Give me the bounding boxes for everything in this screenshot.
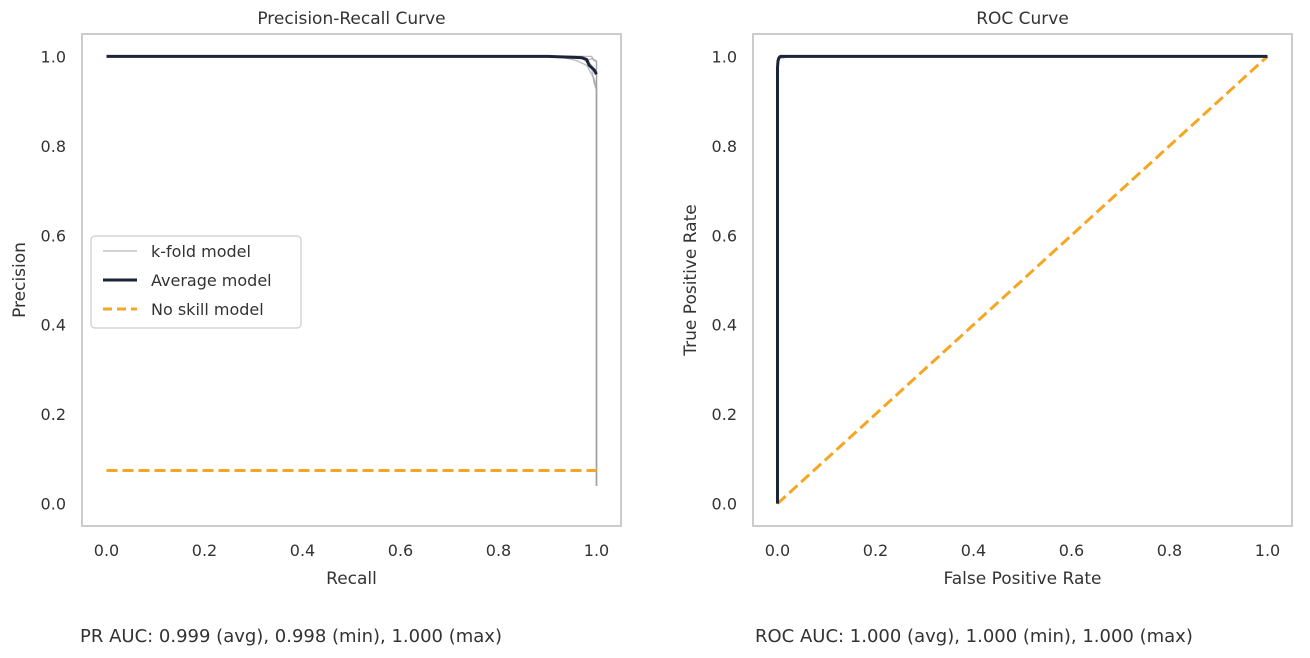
roc-ytick-label: 0.8 — [712, 137, 737, 156]
roc-plot-frame — [752, 33, 1293, 527]
roc-curve-chart: ROC Curve 0.0 0.2 0.4 0.6 0.8 1.0 0.0 0.2 0.4 0.6 0… — [681, 9, 1293, 589]
pr-legend-label-no-skill-model: No skill model — [151, 300, 264, 319]
pr-ytick-label: 0.6 — [41, 226, 66, 245]
roc-xtick-label: 0.4 — [961, 541, 986, 560]
pr-plot-frame — [81, 33, 622, 527]
pr-series-average-model-line — [106, 54, 598, 75]
pr-ytick-label: 0.8 — [41, 137, 66, 156]
pr-xtick-label: 0.4 — [290, 541, 315, 560]
pr-ytick-label: 0.0 — [41, 495, 66, 514]
roc-xtick-label: 1.0 — [1255, 541, 1280, 560]
pr-xtick-label: 0.8 — [486, 541, 511, 560]
pr-legend-box — [90, 235, 302, 329]
roc-ytick-label: 0.0 — [712, 495, 737, 514]
pr-ytick-label: 0.2 — [41, 405, 66, 424]
roc-series-average-model-line — [776, 54, 1268, 504]
roc-x-axis-label: False Positive Rate — [944, 569, 1102, 589]
pr-xtick-label: 0.2 — [192, 541, 217, 560]
pr-legend-label-k-fold-model: k-fold model — [151, 242, 251, 261]
roc-series-no-skill-model-line — [776, 55, 1269, 505]
roc-xtick-label: 0.6 — [1059, 541, 1084, 560]
roc-ytick-label: 1.0 — [712, 47, 737, 66]
roc-y-axis-label: True Positive Rate — [681, 204, 701, 356]
pr-legend-label-average-model: Average model — [151, 271, 272, 290]
roc-ytick-label: 0.6 — [712, 226, 737, 245]
roc-ytick-label: 0.4 — [712, 316, 737, 335]
roc-xtick-label: 0.8 — [1157, 541, 1182, 560]
pr-auc-caption: PR AUC: 0.999 (avg), 0.998 (min), 1.000 … — [80, 626, 502, 647]
pr-xtick-label: 0.6 — [388, 541, 413, 560]
roc-title: ROC Curve — [976, 9, 1069, 29]
pr-xtick-label: 0.0 — [94, 541, 119, 560]
roc-auc-caption: ROC AUC: 1.000 (avg), 1.000 (min), 1.000… — [755, 626, 1193, 647]
pr-ytick-label: 0.4 — [41, 316, 66, 335]
pr-y-axis-label: Precision — [10, 242, 30, 318]
pr-xtick-label: 1.0 — [584, 541, 609, 560]
pr-curve-chart: Precision-Recall Curve 0.0 0.2 0.4 0.6 0.8 1.0… — [10, 9, 622, 589]
pr-x-axis-label: Recall — [326, 569, 377, 589]
roc-ytick-label: 0.2 — [712, 405, 737, 424]
pr-title: Precision-Recall Curve — [257, 9, 445, 29]
roc-xtick-label: 0.0 — [765, 541, 790, 560]
pr-ytick-label: 1.0 — [41, 47, 66, 66]
roc-xtick-label: 0.2 — [863, 541, 888, 560]
